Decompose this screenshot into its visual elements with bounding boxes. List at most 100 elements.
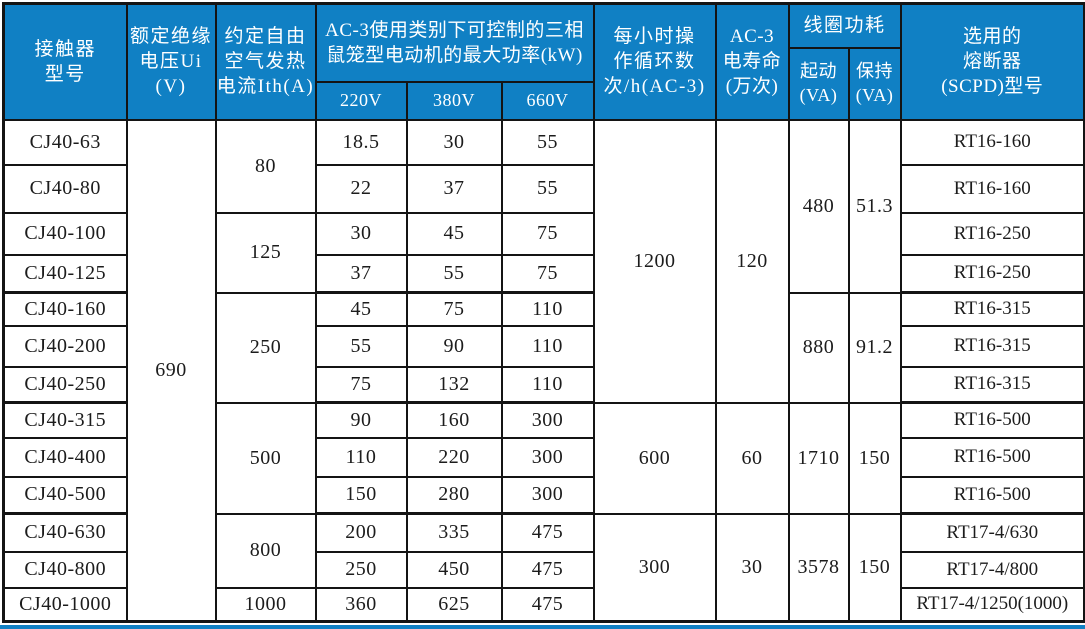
- cell-power-380v: 37: [405, 163, 503, 214]
- cell-power-220v: 90: [314, 401, 408, 439]
- cell-coil-pickup: 880: [787, 291, 850, 404]
- cell-power-380v: 160: [405, 401, 503, 439]
- table-row: CJ40-400 110 220 300 RT16-500: [2, 436, 1085, 478]
- table-row: CJ40-800 250 450 475 RT17-4/800: [2, 550, 1085, 589]
- cell-power-660v: 300: [500, 475, 595, 515]
- cell-model: CJ40-500: [2, 475, 128, 515]
- cell-fuse: RT17-4/800: [899, 550, 1085, 589]
- table-row: CJ40-63 690 80 18.5 30 55 1200 120 480 5…: [2, 118, 1085, 623]
- cell-model: CJ40-160: [2, 291, 128, 327]
- cell-coil-hold: 91.2: [847, 291, 902, 404]
- cell-coil-pickup: 1710: [787, 401, 850, 515]
- col-header-coil-power: 线圈功耗: [787, 2, 902, 49]
- cell-power-380v: 335: [405, 512, 503, 553]
- cell-model: CJ40-630: [2, 512, 128, 553]
- cell-model: CJ40-250: [2, 365, 128, 404]
- cell-power-220v: 30: [314, 211, 408, 256]
- cell-coil-hold: 150: [847, 401, 902, 515]
- col-header-220v: 220V: [314, 80, 408, 121]
- col-header-contactor-model: 接触器 型号: [2, 2, 128, 121]
- cell-thermal-current: 800: [214, 512, 317, 589]
- cell-model: CJ40-800: [2, 550, 128, 589]
- cell-model: CJ40-80: [2, 163, 128, 214]
- cell-cycles: 1200: [592, 118, 717, 404]
- cell-power-660v: 300: [500, 401, 595, 439]
- cell-coil-pickup: 3578: [787, 512, 850, 623]
- cell-life: 60: [714, 401, 790, 515]
- col-header-fuse-model: 选用的 熔断器 (SCPD)型号: [899, 2, 1085, 121]
- header-row-1: 接触器 型号 额定绝缘 电压Ui (V) 约定自由 空气发热 电流Ith(A) …: [2, 2, 1085, 121]
- table-row: CJ40-200 55 90 110 RT16-315: [2, 324, 1085, 368]
- col-header-380v: 380V: [405, 80, 503, 121]
- cell-power-660v: 475: [500, 550, 595, 589]
- cell-rated-voltage: 690: [125, 118, 217, 623]
- col-header-660v: 660V: [500, 80, 595, 121]
- cell-power-380v: 450: [405, 550, 503, 589]
- table-row: CJ40-100 125 30 45 75 RT16-250: [2, 211, 1085, 294]
- cell-power-660v: 110: [500, 291, 595, 327]
- cell-power-220v: 18.5: [314, 118, 408, 166]
- cell-power-660v: 75: [500, 211, 595, 256]
- cell-power-660v: 475: [500, 512, 595, 553]
- cell-coil-hold: 150: [847, 512, 902, 623]
- header-row-2: 起动 (VA) 保持 (VA): [4, 46, 1085, 121]
- table-row: CJ40-160 250 45 75 110 880 91.2 RT16-315: [2, 291, 1085, 404]
- cell-power-380v: 220: [405, 436, 503, 478]
- cell-fuse: RT16-160: [899, 163, 1085, 214]
- col-header-rated-insulation-voltage: 额定绝缘 电压Ui (V): [125, 2, 217, 121]
- table-row: CJ40-630 800 200 335 475 300 30 3578 150…: [2, 512, 1085, 623]
- cell-power-380v: 90: [405, 324, 503, 368]
- cell-fuse: RT16-500: [899, 436, 1085, 478]
- col-header-coil-pickup: 起动 (VA): [787, 46, 850, 121]
- cell-thermal-current: 80: [214, 118, 317, 214]
- cell-power-660v: 300: [500, 436, 595, 478]
- table-row: CJ40-250 75 132 110 RT16-315: [2, 365, 1085, 404]
- cell-model: CJ40-100: [2, 211, 128, 256]
- cell-fuse: RT16-500: [899, 475, 1085, 515]
- cell-fuse: RT16-315: [899, 291, 1085, 327]
- cell-power-380v: 132: [405, 365, 503, 404]
- col-header-thermal-current: 约定自由 空气发热 电流Ith(A): [214, 2, 317, 121]
- cell-power-220v: 110: [314, 436, 408, 478]
- table-row: CJ40-500 150 280 300 RT16-500: [2, 475, 1085, 515]
- table-row: CJ40-315 500 90 160 300 600 60 1710 150 …: [2, 401, 1085, 515]
- cell-power-660v: 110: [500, 365, 595, 404]
- col-header-operating-cycles: 每小时操 作循环数 次/h(AC-3): [592, 2, 717, 121]
- cell-power-220v: 250: [314, 550, 408, 589]
- cell-power-220v: 75: [314, 365, 408, 404]
- header-row-3: 220V 380V 660V: [4, 80, 1085, 121]
- cell-model: CJ40-1000: [2, 586, 128, 623]
- cell-fuse: RT16-160: [899, 118, 1085, 166]
- cell-fuse: RT16-250: [899, 253, 1085, 294]
- cell-fuse: RT16-315: [899, 324, 1085, 368]
- cell-power-220v: 55: [314, 324, 408, 368]
- cell-thermal-current: 250: [214, 291, 317, 404]
- cell-power-380v: 45: [405, 211, 503, 256]
- cell-fuse: RT16-315: [899, 365, 1085, 404]
- cell-power-220v: 22: [314, 163, 408, 214]
- cell-power-220v: 150: [314, 475, 408, 515]
- bottom-divider: [0, 625, 1085, 629]
- cell-coil-hold: 51.3: [847, 118, 902, 294]
- col-header-coil-hold: 保持 (VA): [847, 46, 902, 121]
- cell-power-660v: 55: [500, 118, 595, 166]
- cell-thermal-current: 1000: [214, 586, 317, 623]
- cell-power-220v: 200: [314, 512, 408, 553]
- cell-fuse: RT16-500: [899, 401, 1085, 439]
- cell-life: 30: [714, 512, 790, 623]
- table-row: CJ40-80 22 37 55 RT16-160: [2, 163, 1085, 214]
- cell-power-220v: 360: [314, 586, 408, 623]
- cell-power-220v: 37: [314, 253, 408, 294]
- cell-coil-pickup: 480: [787, 118, 850, 294]
- cell-power-660v: 110: [500, 324, 595, 368]
- col-header-ac3-max-power: AC-3使用类别下可控制的三相 鼠笼型电动机的最大功率(kW): [314, 2, 595, 83]
- cell-power-380v: 30: [405, 118, 503, 166]
- cell-cycles: 300: [592, 512, 717, 623]
- cell-power-660v: 475: [500, 586, 595, 623]
- cell-power-660v: 75: [500, 253, 595, 294]
- cell-power-380v: 55: [405, 253, 503, 294]
- table-row: CJ40-1000 1000 360 625 475 RT17-4/1250(1…: [2, 586, 1085, 623]
- table-row: CJ40-125 37 55 75 RT16-250: [2, 253, 1085, 294]
